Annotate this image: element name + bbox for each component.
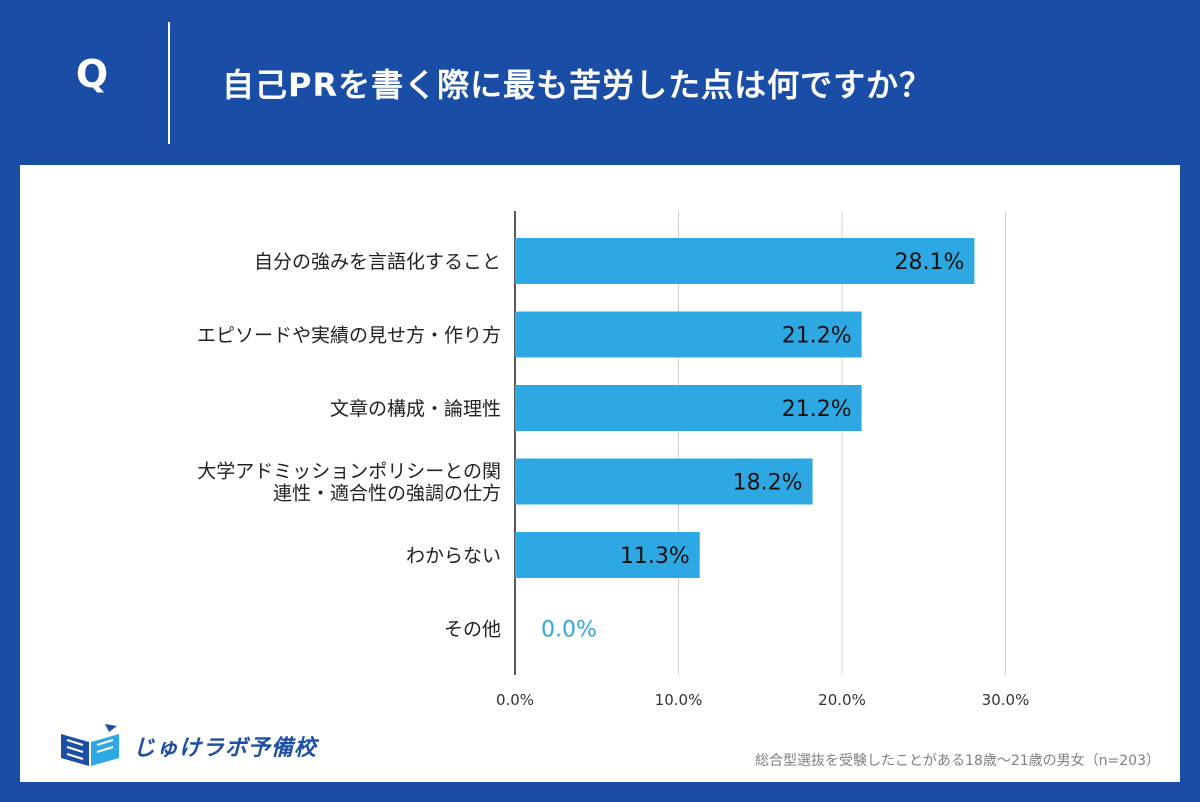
x-tick-label: 30.0% bbox=[982, 691, 1030, 705]
bar bbox=[515, 385, 862, 431]
value-label: 28.1% bbox=[895, 250, 965, 275]
x-tick-label: 0.0% bbox=[496, 691, 534, 705]
chart-panel: 0.0% 10.0% 20.0% 30.0% 自分の強みを言語化すること 28.1% エピソ… bbox=[20, 165, 1180, 782]
bar bbox=[515, 532, 700, 578]
value-label: 21.2% bbox=[782, 397, 852, 422]
category-label: 自分の強みを言語化すること bbox=[254, 251, 501, 273]
question-header: Q 自己PRを書く際に最も苦労した点は何ですか？ bbox=[0, 0, 1200, 165]
category-label: エピソードや実績の見せ方・作り方 bbox=[197, 325, 501, 347]
footnote: 総合型選抜を受験したことがある18歳～21歳の男女（n=203） bbox=[755, 753, 1160, 769]
x-tick-label: 10.0% bbox=[655, 691, 703, 705]
book-logo-icon bbox=[61, 724, 119, 766]
bar bbox=[515, 238, 975, 284]
logo: じゅけラボ予備校 bbox=[55, 720, 355, 770]
value-label: 18.2% bbox=[733, 471, 803, 496]
value-label: 0.0% bbox=[541, 618, 597, 643]
question-mark: Q bbox=[75, 52, 109, 96]
category-label: 文章の構成・論理性 bbox=[330, 398, 501, 420]
category-label: わからない bbox=[406, 545, 501, 567]
value-label: 11.3% bbox=[620, 544, 690, 569]
question-text: 自己PRを書く際に最も苦労した点は何ですか？ bbox=[222, 66, 933, 104]
header-divider bbox=[168, 22, 170, 144]
x-tick-label: 20.0% bbox=[818, 691, 866, 705]
value-label: 21.2% bbox=[782, 324, 852, 349]
bar-chart: 0.0% 10.0% 20.0% 30.0% 自分の強みを言語化すること 28.1% エピソ… bbox=[197, 211, 1030, 705]
logo-text: じゅけラボ予備校 bbox=[133, 736, 318, 761]
category-label: 大学アドミッションポリシーとの関 bbox=[197, 461, 501, 483]
bar bbox=[515, 311, 862, 358]
category-label: 連性・適合性の強調の仕方 bbox=[273, 483, 501, 505]
category-label: その他 bbox=[444, 619, 501, 641]
bar bbox=[515, 458, 813, 505]
